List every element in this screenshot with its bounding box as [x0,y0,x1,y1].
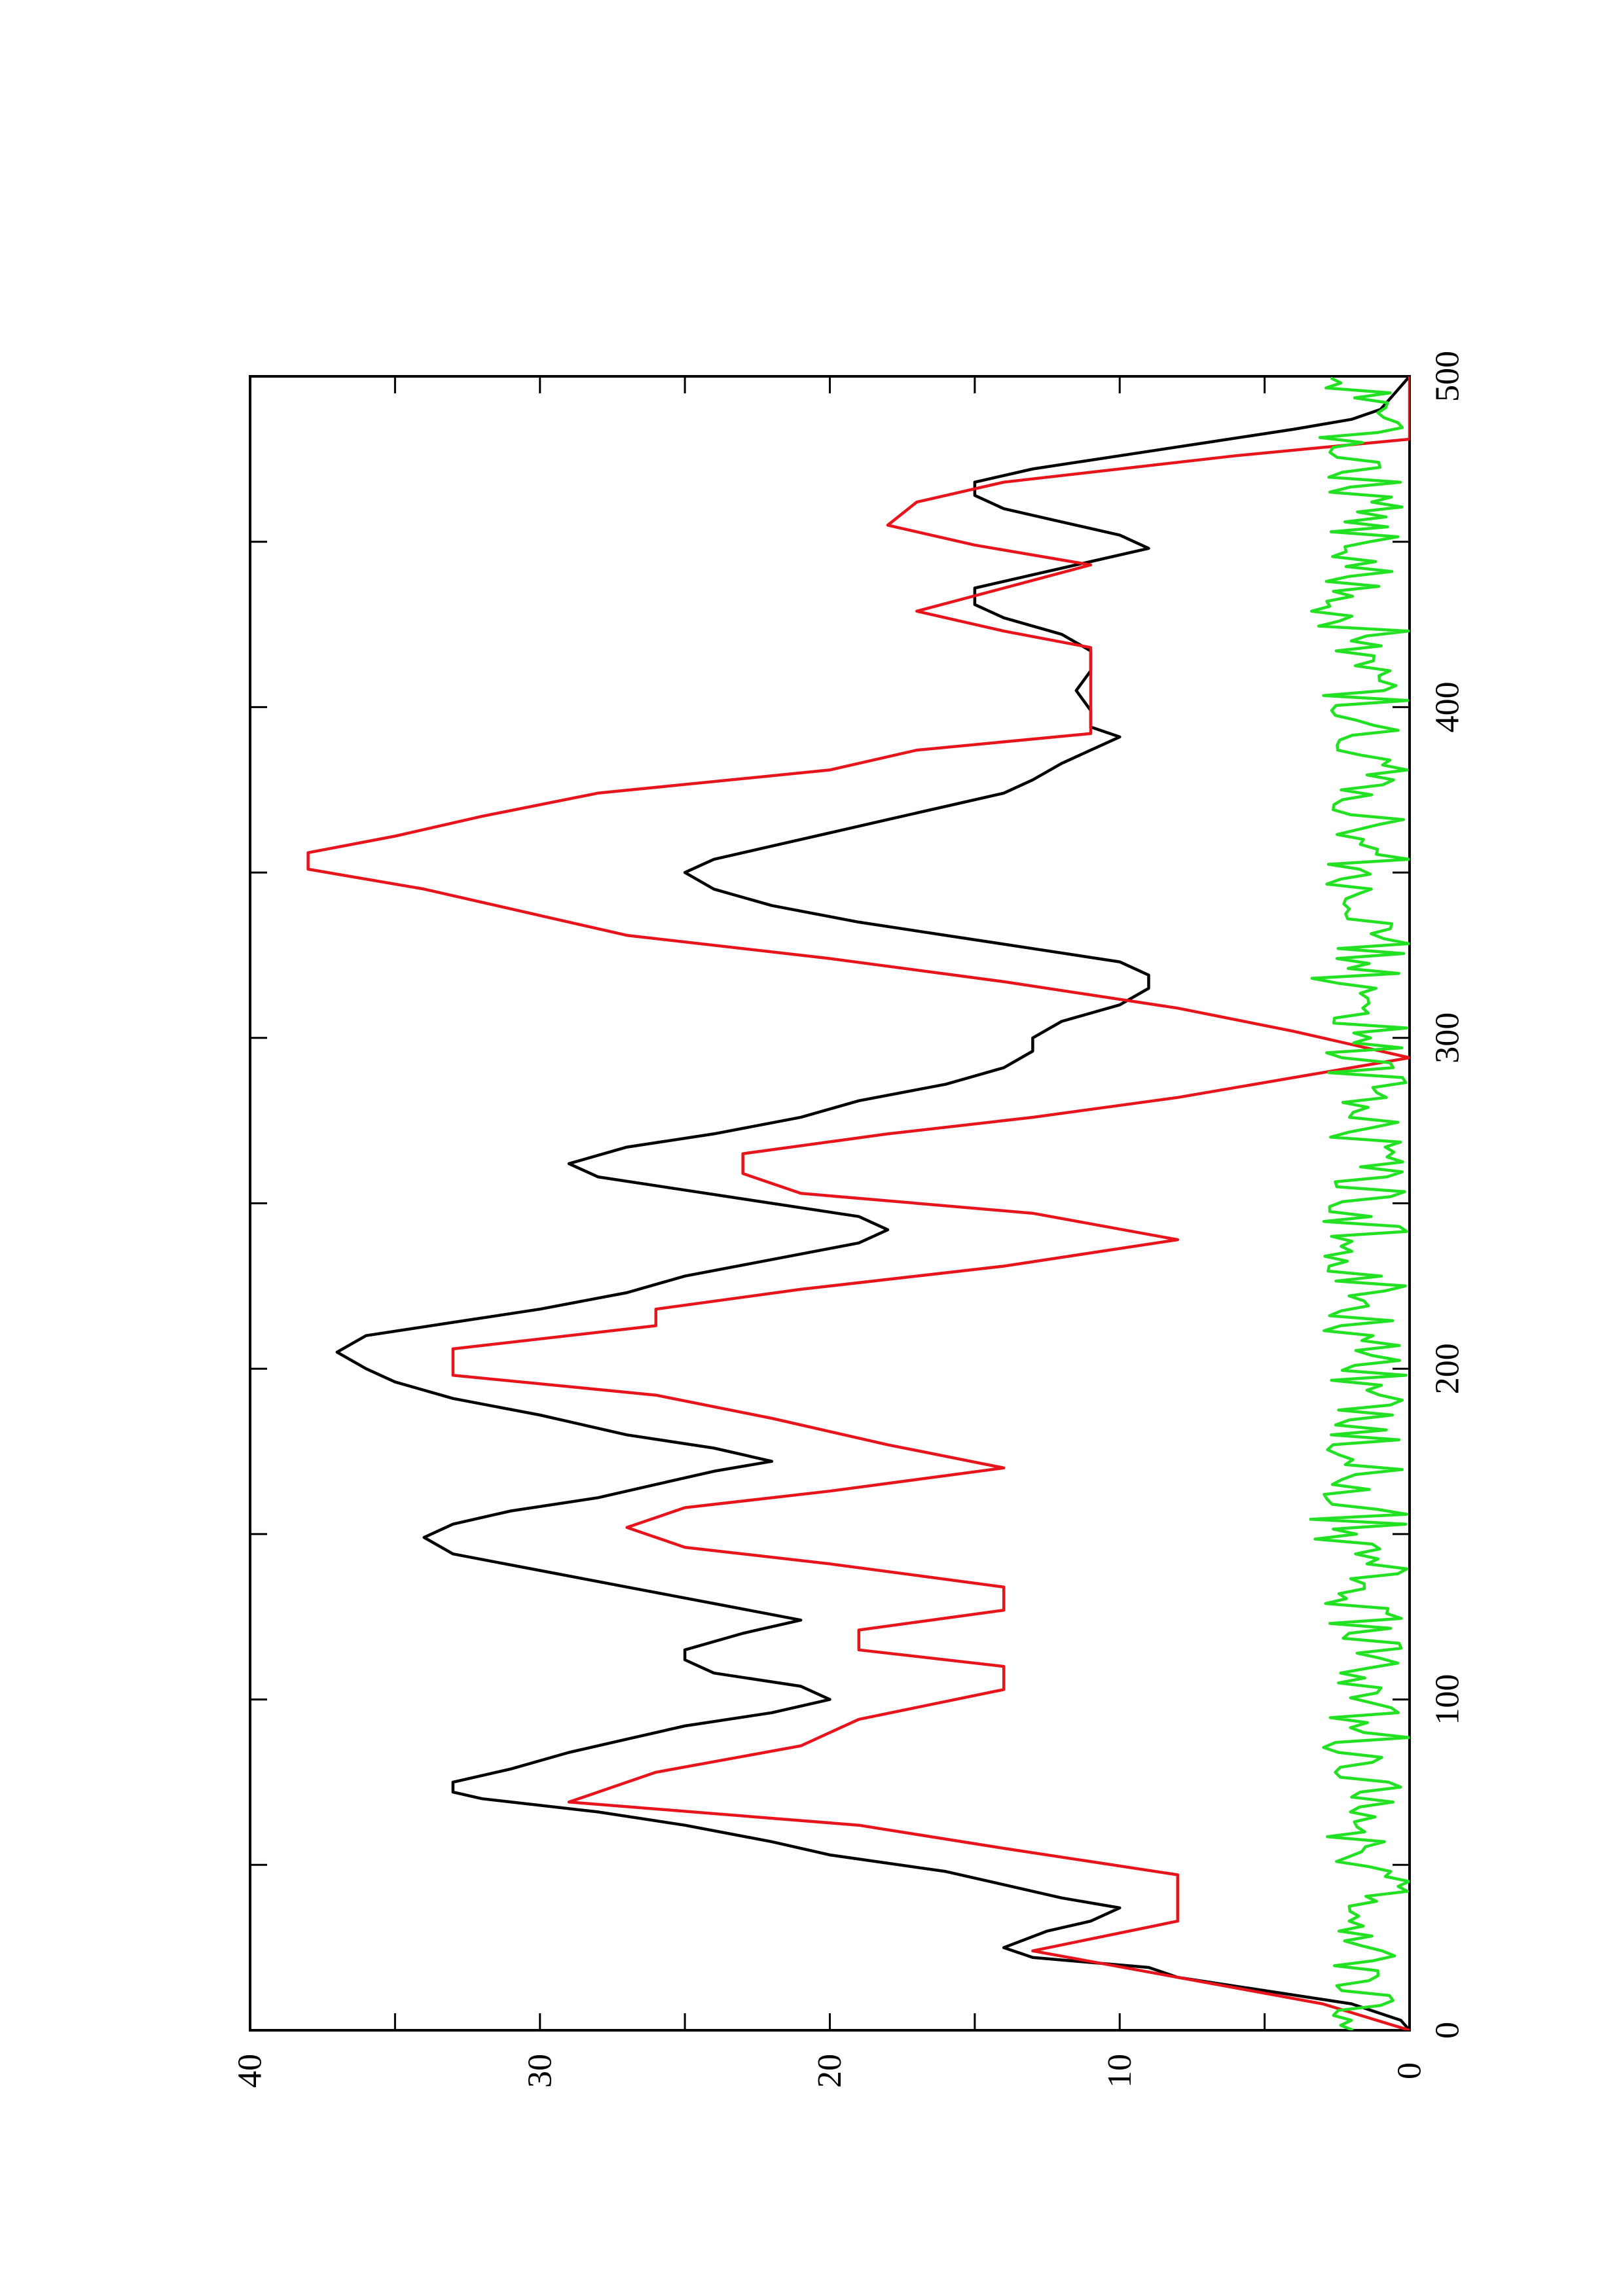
y-tick-label: 30 [521,2054,558,2088]
y-tick-label: 20 [811,2054,848,2088]
y-tick-label: 0 [1391,2062,1429,2079]
y-tick-label: 40 [232,2054,269,2088]
y-tick-label: 10 [1101,2054,1139,2088]
x-tick-label: 100 [1429,1674,1467,1725]
x-tick-label: 500 [1429,351,1467,402]
x-tick-label: 400 [1429,681,1467,732]
plot-frame [249,375,1411,2032]
x-tick-label: 300 [1429,1013,1467,1064]
x-tick-label: 200 [1429,1343,1467,1394]
series-line-1 [306,376,1410,2030]
series-line-0 [335,376,1410,2030]
series-line-2 [1309,376,1410,2030]
x-tick-label: 0 [1429,2022,1467,2039]
